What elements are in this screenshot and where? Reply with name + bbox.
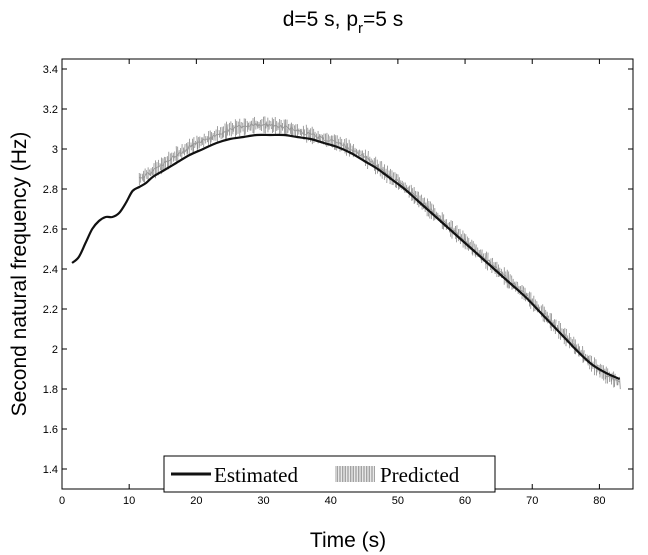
x-tick-label: 80 — [593, 495, 605, 507]
x-tick-label: 20 — [190, 495, 202, 507]
predicted-hatch — [192, 138, 194, 153]
series-estimated — [71, 133, 621, 381]
predicted-hatch — [221, 126, 224, 139]
legend: Estimated Predicted — [163, 455, 496, 493]
predicted-hatch — [149, 169, 151, 177]
y-tick-label: 2.8 — [43, 184, 58, 196]
series-layer — [71, 116, 621, 390]
predicted-hatch — [553, 319, 555, 332]
x-tick-label: 30 — [257, 495, 269, 507]
x-tick-label: 10 — [123, 495, 135, 507]
y-tick-label: 2 — [52, 344, 58, 356]
series-predicted — [138, 116, 621, 390]
x-tick-label: 40 — [325, 495, 337, 507]
y-axis: 1.4 1.6 1.8 2 2.2 2.4 2.6 2.8 3 3.2 3.4 — [43, 64, 633, 476]
x-tick-label: 50 — [392, 495, 404, 507]
predicted-hatch — [184, 144, 186, 156]
y-tick-label: 1.4 — [43, 464, 58, 476]
predicted-hatch — [463, 233, 466, 248]
predicted-hatch — [472, 241, 474, 256]
predicted-hatch — [563, 327, 566, 345]
predicted-hatch — [303, 129, 306, 138]
predicted-hatch — [250, 120, 252, 131]
legend-label-predicted: Predicted — [380, 463, 460, 487]
predicted-hatch — [164, 156, 167, 169]
predicted-hatch — [401, 180, 403, 190]
x-tick-label: 70 — [526, 495, 538, 507]
predicted-hatch — [320, 134, 322, 143]
y-tick-label: 3.2 — [43, 104, 58, 116]
predicted-hatch — [187, 142, 189, 154]
predicted-hatch — [220, 127, 222, 140]
predicted-hatch — [421, 194, 423, 210]
y-axis-title: Second natural frequency (Hz) — [8, 132, 31, 417]
predicted-hatch — [414, 190, 417, 203]
predicted-hatch — [509, 274, 511, 289]
y-tick-label: 3 — [52, 144, 58, 156]
predicted-hatch — [430, 203, 433, 220]
predicted-hatch — [381, 161, 383, 179]
y-tick-label: 1.8 — [43, 384, 58, 396]
predicted-hatch — [507, 271, 510, 289]
predicted-hatch — [619, 376, 621, 390]
x-axis: 0 10 20 30 40 50 60 70 80 — [59, 59, 606, 507]
predicted-hatch — [464, 234, 467, 250]
predicted-hatch — [210, 131, 213, 143]
legend-box — [163, 455, 496, 493]
plot-area — [61, 58, 634, 490]
legend-swatch-predicted — [335, 466, 375, 482]
predicted-hatch — [429, 201, 431, 219]
y-tick-label: 2.6 — [43, 224, 58, 236]
x-tick-label: 0 — [59, 495, 65, 507]
predicted-hatch — [197, 137, 199, 150]
predicted-hatch — [517, 281, 519, 295]
x-tick-label: 60 — [459, 495, 471, 507]
predicted-hatch — [542, 304, 544, 322]
y-tick-label: 2.2 — [43, 304, 58, 316]
legend-label-estimated: Estimated — [214, 463, 298, 487]
predicted-hatch — [287, 123, 289, 133]
predicted-hatch — [367, 150, 369, 170]
predicted-hatch — [175, 146, 178, 164]
predicted-hatch — [397, 174, 400, 190]
predicted-hatch — [485, 251, 487, 269]
chart-title: d=5 s, pr=5 s — [283, 8, 404, 37]
x-axis-title: Time (s) — [310, 529, 386, 552]
predicted-hatch — [196, 135, 198, 152]
y-tick-label: 3.4 — [43, 64, 58, 76]
predicted-hatch — [226, 124, 229, 136]
y-tick-label: 1.6 — [43, 424, 58, 436]
predicted-hatch — [573, 336, 575, 354]
y-tick-label: 2.4 — [43, 264, 58, 276]
predicted-hatch — [159, 163, 161, 171]
